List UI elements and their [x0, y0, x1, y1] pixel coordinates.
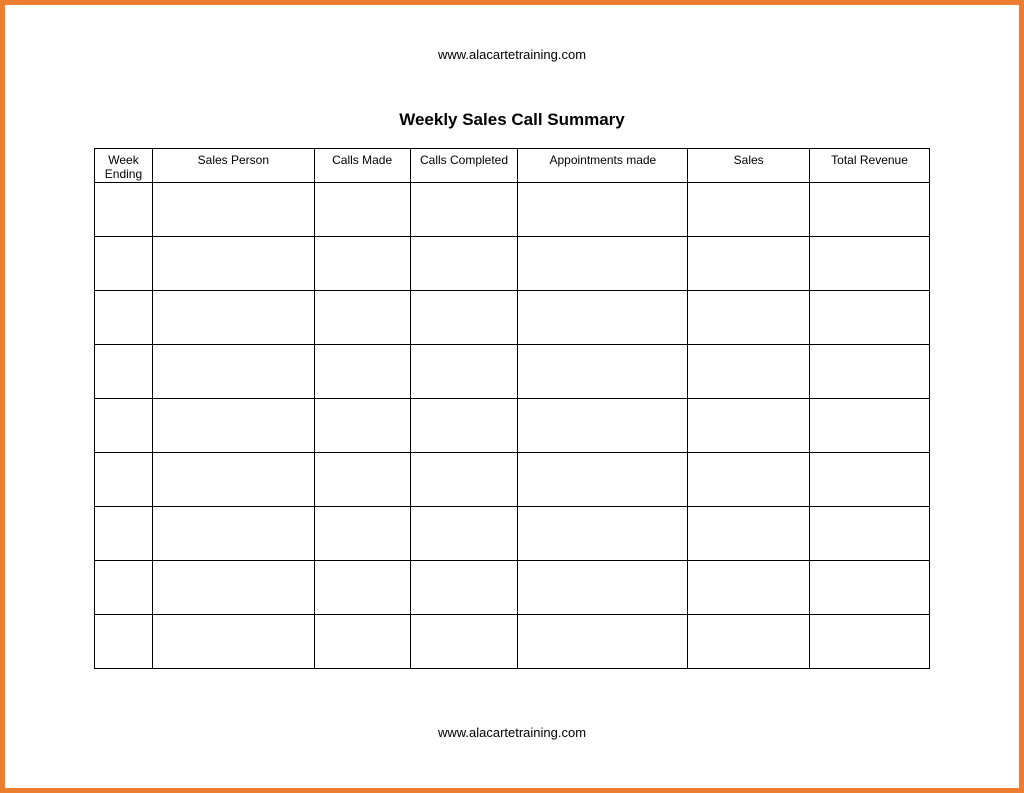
cell [810, 183, 930, 237]
cell [314, 399, 410, 453]
cell [810, 561, 930, 615]
cell [314, 345, 410, 399]
table-row [95, 183, 930, 237]
cell [518, 291, 688, 345]
cell [810, 453, 930, 507]
cell [314, 291, 410, 345]
cell [314, 507, 410, 561]
col-header-label: Sales [734, 153, 764, 167]
table-body [95, 183, 930, 669]
cell [95, 291, 153, 345]
cell [152, 615, 314, 669]
cell [410, 237, 518, 291]
cell [95, 507, 153, 561]
page-title: Weekly Sales Call Summary [5, 110, 1019, 130]
col-header-label: Calls Completed [420, 153, 508, 167]
cell [152, 399, 314, 453]
cell [810, 507, 930, 561]
cell [688, 615, 810, 669]
table-header-row: WeekEnding Sales Person Calls Made Calls… [95, 149, 930, 183]
cell [518, 345, 688, 399]
cell [518, 507, 688, 561]
table-row [95, 615, 930, 669]
cell [95, 561, 153, 615]
cell [810, 345, 930, 399]
cell [95, 183, 153, 237]
cell [810, 291, 930, 345]
cell [518, 237, 688, 291]
cell [95, 345, 153, 399]
cell [410, 183, 518, 237]
cell [410, 345, 518, 399]
cell [688, 291, 810, 345]
cell [95, 237, 153, 291]
cell [688, 183, 810, 237]
cell [518, 453, 688, 507]
cell [410, 615, 518, 669]
cell [810, 615, 930, 669]
cell [688, 237, 810, 291]
cell [410, 453, 518, 507]
col-header-label: Appointments made [549, 153, 656, 167]
cell [314, 615, 410, 669]
cell [688, 561, 810, 615]
table-row [95, 507, 930, 561]
cell [410, 507, 518, 561]
cell [410, 399, 518, 453]
col-header-calls-completed: Calls Completed [410, 149, 518, 183]
cell [518, 183, 688, 237]
col-header-label: WeekEnding [105, 153, 142, 181]
col-header-week-ending: WeekEnding [95, 149, 153, 183]
cell [810, 399, 930, 453]
table-row [95, 291, 930, 345]
table-row [95, 237, 930, 291]
cell [152, 345, 314, 399]
cell [152, 291, 314, 345]
col-header-label: Total Revenue [831, 153, 908, 167]
header-url: www.alacartetraining.com [5, 47, 1019, 62]
cell [410, 291, 518, 345]
document-frame: www.alacartetraining.com Weekly Sales Ca… [0, 0, 1024, 793]
cell [518, 561, 688, 615]
cell [410, 561, 518, 615]
col-header-sales: Sales [688, 149, 810, 183]
cell [152, 237, 314, 291]
cell [314, 237, 410, 291]
table-row [95, 561, 930, 615]
table-row [95, 345, 930, 399]
cell [314, 561, 410, 615]
table-row [95, 399, 930, 453]
cell [152, 561, 314, 615]
col-header-sales-person: Sales Person [152, 149, 314, 183]
cell [314, 453, 410, 507]
table-container: WeekEnding Sales Person Calls Made Calls… [94, 148, 930, 669]
col-header-label: Sales Person [198, 153, 269, 167]
cell [688, 453, 810, 507]
footer-url: www.alacartetraining.com [5, 725, 1019, 740]
cell [518, 615, 688, 669]
cell [688, 345, 810, 399]
cell [688, 399, 810, 453]
col-header-total-revenue: Total Revenue [810, 149, 930, 183]
cell [314, 183, 410, 237]
cell [152, 507, 314, 561]
col-header-appointments: Appointments made [518, 149, 688, 183]
cell [95, 453, 153, 507]
cell [95, 615, 153, 669]
cell [810, 237, 930, 291]
cell [518, 399, 688, 453]
col-header-calls-made: Calls Made [314, 149, 410, 183]
cell [95, 399, 153, 453]
cell [688, 507, 810, 561]
col-header-label: Calls Made [332, 153, 392, 167]
cell [152, 453, 314, 507]
cell [152, 183, 314, 237]
table-row [95, 453, 930, 507]
sales-summary-table: WeekEnding Sales Person Calls Made Calls… [94, 148, 930, 669]
